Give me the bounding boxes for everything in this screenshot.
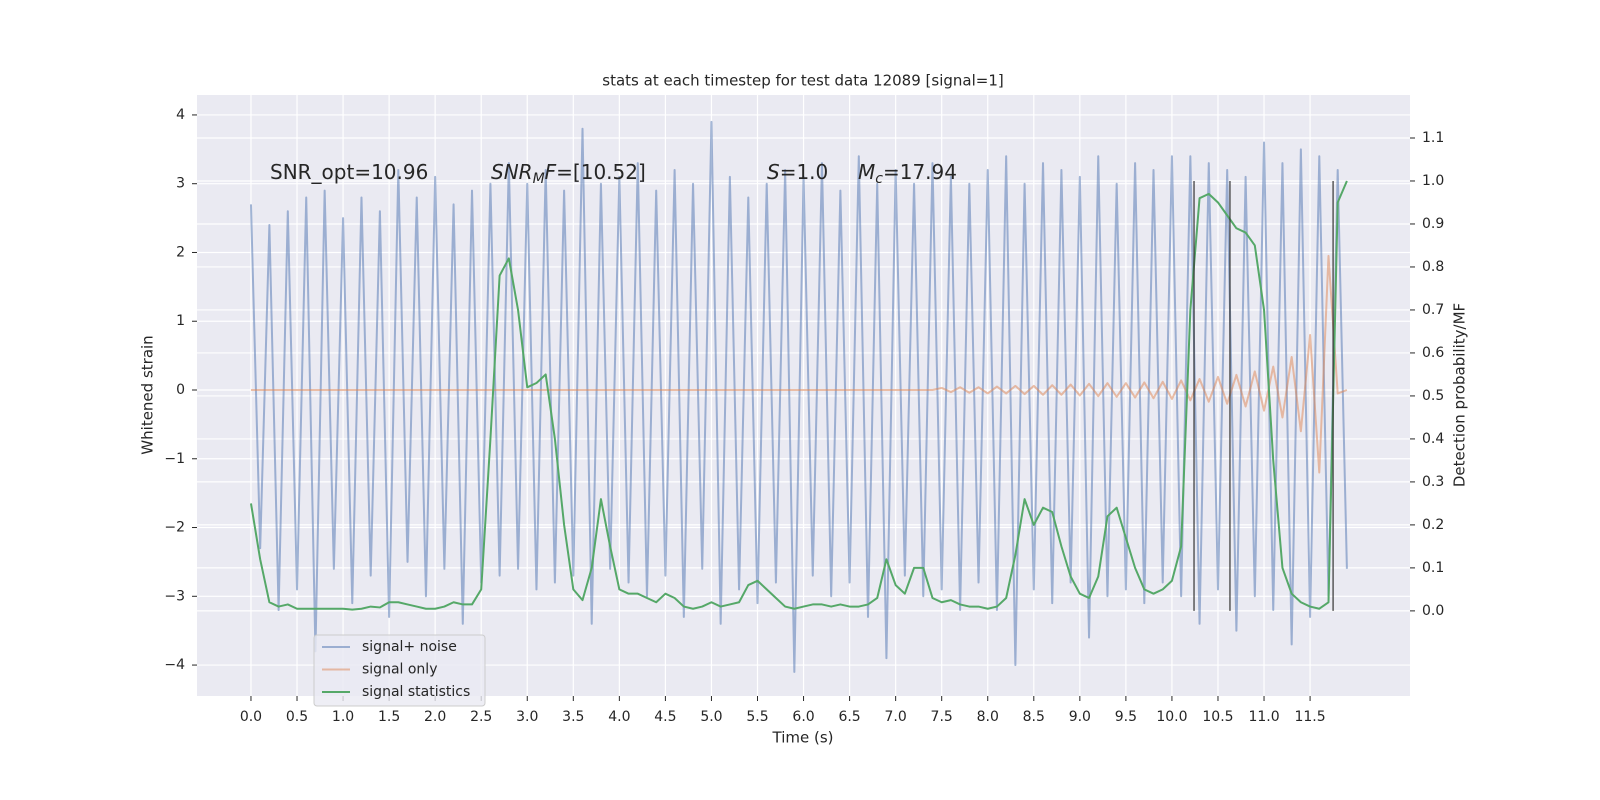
x-tick-label: 11.5 (1294, 709, 1325, 725)
y-tick-label: 1 (176, 313, 185, 329)
y-tick-label: −3 (164, 588, 185, 604)
y2-tick-label: 0.3 (1422, 474, 1444, 490)
x-tick-label: 7.5 (931, 709, 953, 725)
y2-tick-label: 0.6 (1422, 345, 1444, 361)
x-tick-label: 9.5 (1115, 709, 1137, 725)
y2-tick-label: 0.8 (1422, 259, 1444, 275)
annotation-part: SNR_opt=10.96 (270, 160, 428, 184)
chart-title: stats at each timestep for test data 120… (602, 72, 1003, 90)
annotation-part: M (533, 171, 545, 187)
annotation: SNRMF=[10.52] (491, 160, 646, 188)
annotation-part: S (767, 160, 780, 184)
annotation-part: =1.0 (780, 160, 829, 184)
y2-tick-label: 1.1 (1422, 130, 1444, 146)
annotation-part: =[10.52] (556, 160, 646, 184)
x-tick-label: 4.5 (654, 709, 676, 725)
annotation: SNR_opt=10.96 (270, 160, 428, 184)
y-tick-label: 3 (176, 176, 185, 192)
x-tick-label: 2.0 (424, 709, 446, 725)
y2-tick-label: 0.1 (1422, 560, 1444, 576)
y2-tick-label: 0.5 (1422, 388, 1444, 404)
y2-tick-label: 0.0 (1422, 603, 1444, 619)
annotation: S=1.0 (767, 160, 828, 184)
x-tick-label: 9.0 (1069, 709, 1091, 725)
x-tick-label: 2.5 (470, 709, 492, 725)
x-tick-label: 8.5 (1023, 709, 1045, 725)
x-tick-label: 8.0 (977, 709, 999, 725)
x-tick-label: 10.5 (1202, 709, 1233, 725)
annotation: Mc=17.94 (858, 160, 957, 188)
x-tick-label: 5.0 (700, 709, 722, 725)
legend-label: signal statistics (362, 684, 470, 700)
legend-box (313, 634, 486, 707)
annotation-part: SNR (491, 160, 533, 184)
y2-axis-label: Detection probability/MF (1451, 303, 1469, 487)
x-tick-label: 1.0 (332, 709, 354, 725)
y2-tick-label: 1.0 (1422, 173, 1444, 189)
annotation-part: F (545, 160, 557, 184)
y-tick-label: 2 (176, 244, 185, 260)
legend-label: signal only (362, 662, 437, 678)
y-tick-label: −4 (164, 657, 185, 673)
x-tick-label: 11.0 (1248, 709, 1279, 725)
y2-tick-label: 0.4 (1422, 431, 1444, 447)
series-line (249, 180, 1348, 611)
x-tick-label: 7.0 (885, 709, 907, 725)
x-tick-label: 10.0 (1156, 709, 1187, 725)
x-tick-label: 4.0 (608, 709, 630, 725)
x-tick-label: 6.5 (838, 709, 860, 725)
x-axis-label: Time (s) (772, 729, 834, 747)
x-tick-label: 6.0 (792, 709, 814, 725)
y-tick-label: 0 (176, 382, 185, 398)
y-tick-label: −1 (164, 451, 185, 467)
y2-tick-label: 0.2 (1422, 517, 1444, 533)
x-tick-label: 3.5 (562, 709, 584, 725)
y2-tick-label: 0.7 (1422, 302, 1444, 318)
y-tick-label: 4 (176, 107, 185, 123)
y-tick-label: −2 (164, 520, 185, 536)
annotation-part: M (858, 160, 875, 184)
series-line (249, 120, 1348, 673)
series-line (250, 254, 1348, 474)
annotation-part: c (875, 171, 883, 187)
x-tick-label: 1.5 (378, 709, 400, 725)
legend-label: signal+ noise (362, 639, 457, 655)
y2-tick-label: 0.9 (1422, 216, 1444, 232)
y-axis-label: Whitened strain (139, 335, 157, 454)
annotation-part: =17.94 (883, 160, 957, 184)
x-tick-label: 3.0 (516, 709, 538, 725)
x-tick-label: 0.0 (240, 709, 262, 725)
x-tick-label: 0.5 (286, 709, 308, 725)
x-tick-label: 5.5 (746, 709, 768, 725)
